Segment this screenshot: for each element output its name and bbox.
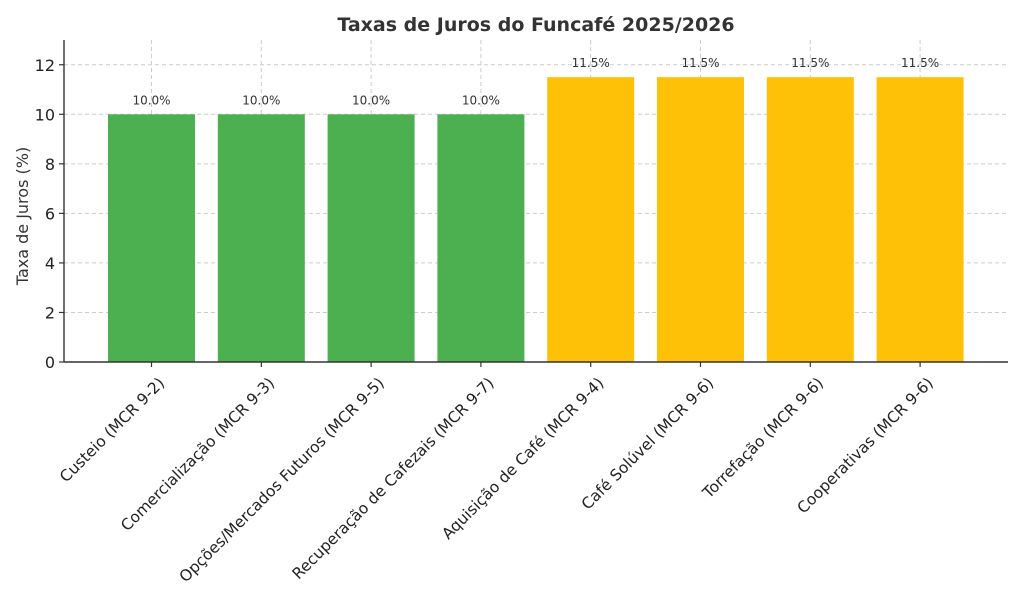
axes — [59, 40, 1008, 367]
bar — [766, 77, 854, 363]
x-tick-label: Opções/Mercados Futuros (MCR 9-5) — [176, 374, 388, 586]
bars — [108, 77, 964, 363]
bar — [327, 114, 415, 362]
bar — [876, 77, 964, 363]
chart-title: Taxas de Juros do Funcafé 2025/2026 — [337, 14, 734, 36]
y-axis-label: Taxa de Juros (%) — [13, 147, 32, 286]
y-tick-label: 2 — [45, 303, 55, 322]
y-tick-label: 12 — [35, 56, 55, 75]
bar-data-label: 11.5% — [572, 56, 610, 70]
bar-data-label: 10.0% — [352, 93, 390, 107]
bar-data-label: 11.5% — [791, 56, 829, 70]
bar — [217, 114, 305, 362]
grid-lines — [64, 40, 1008, 363]
y-tick-label: 0 — [45, 353, 55, 372]
y-tick-labels: 0 2 4 6 8 10 12 — [35, 56, 55, 372]
bar — [437, 114, 525, 362]
x-tick-label: Custeio (MCR 9-2) — [56, 374, 168, 486]
bar-data-label: 10.0% — [242, 93, 280, 107]
y-tick-label: 4 — [45, 254, 55, 273]
bar-data-label: 11.5% — [681, 56, 719, 70]
bar-data-label: 10.0% — [132, 93, 170, 107]
bar — [108, 114, 195, 362]
bar-data-label: 10.0% — [462, 93, 500, 107]
y-tick-label: 6 — [45, 204, 55, 223]
bar — [547, 77, 635, 363]
y-tick-label: 10 — [35, 105, 55, 124]
x-tick-label: Torrefação (MCR 9-6) — [699, 374, 827, 502]
y-tick-label: 8 — [45, 155, 55, 174]
x-tick-labels: Custeio (MCR 9-2)Comercialização (MCR 9-… — [56, 374, 937, 586]
data-labels: 10.0% 10.0% 10.0% 10.0% 11.5% 11.5% 11.5% 11.5% — [132, 56, 939, 107]
bar-data-label: 11.5% — [901, 56, 939, 70]
x-tick-label: Recuperação de Cafezais (MCR 9-7) — [289, 374, 498, 583]
bar — [657, 77, 744, 363]
